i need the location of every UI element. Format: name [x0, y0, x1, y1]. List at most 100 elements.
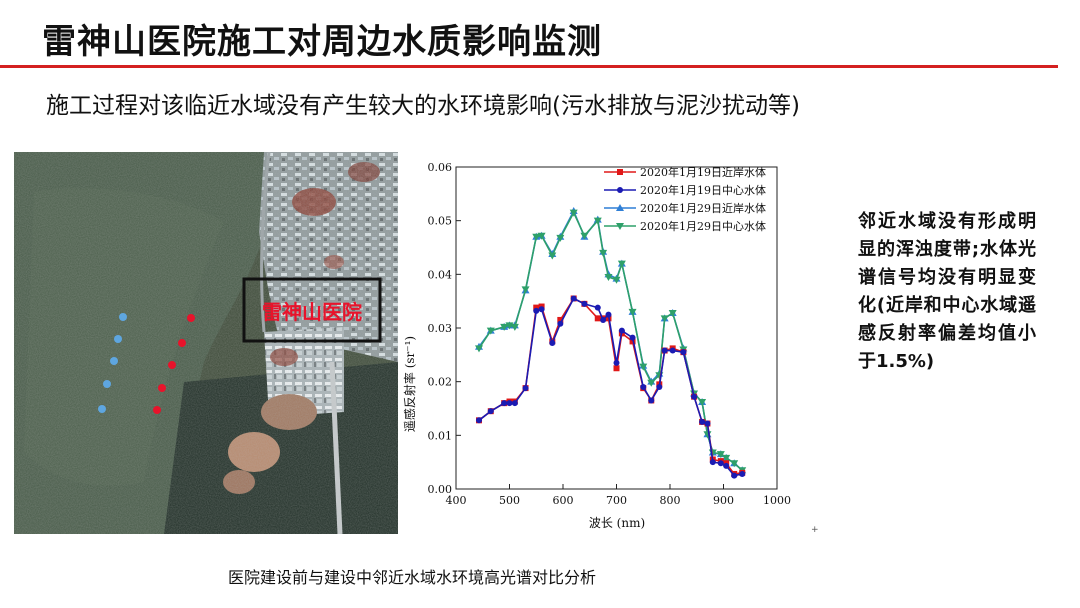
legend-label: 2020年1月29日中心水体 — [640, 219, 766, 233]
data-point — [556, 234, 565, 242]
series-4 — [475, 209, 747, 475]
y-tick-label: 0.06 — [428, 161, 453, 174]
legend-label: 2020年1月29日近岸水体 — [640, 201, 766, 215]
x-tick-label: 800 — [660, 494, 681, 507]
title-underline — [0, 65, 1058, 68]
data-point — [510, 323, 519, 331]
data-point — [593, 217, 602, 225]
legend-marker — [617, 169, 623, 175]
data-point — [569, 209, 578, 217]
x-tick-label: 700 — [606, 494, 627, 507]
y-tick-label: 0.04 — [428, 268, 453, 281]
data-point — [605, 311, 612, 318]
figure-caption: 医院建设前与建设中邻近水域水环境高光谱对比分析 — [228, 568, 597, 587]
legend-marker — [616, 223, 624, 230]
small-plus-mark: + — [811, 525, 819, 535]
y-axis-label: 遥感反射率 (sr⁻¹) — [402, 336, 417, 432]
data-point — [709, 459, 716, 466]
data-point — [618, 327, 625, 334]
series-line — [478, 297, 743, 477]
x-axis-label: 波长 (nm) — [589, 516, 645, 530]
data-point — [533, 307, 540, 314]
legend-entry: 2020年1月29日近岸水体 — [604, 201, 766, 215]
reflectance-chart: 400 500 600 700 800 900 1000 0.00 0.01 0.02 0.03 0.… — [400, 150, 800, 544]
nearshore-sampling-points — [153, 314, 195, 414]
data-point — [722, 454, 731, 462]
series-2 — [476, 295, 746, 479]
data-point — [476, 417, 483, 424]
data-point — [704, 420, 711, 427]
data-point — [511, 400, 518, 407]
data-point — [557, 316, 564, 323]
data-point — [660, 315, 669, 323]
legend-entry: 2020年1月19日中心水体 — [604, 183, 766, 197]
data-point — [639, 363, 648, 371]
y-tick-label: 0.00 — [428, 483, 453, 496]
data-point — [500, 323, 509, 331]
data-point — [594, 315, 601, 322]
data-point — [691, 393, 698, 400]
data-point — [698, 399, 707, 407]
data-point — [522, 385, 529, 392]
data-point — [581, 300, 588, 307]
x-tick-label: 1000 — [763, 494, 791, 507]
data-point — [613, 365, 620, 372]
data-point — [557, 320, 564, 327]
data-point — [532, 233, 541, 241]
data-point — [487, 408, 494, 415]
x-tick-label: 600 — [553, 494, 574, 507]
data-point — [739, 470, 746, 477]
center-water-sampling-points — [98, 313, 127, 413]
data-point — [580, 232, 589, 240]
data-point — [594, 304, 601, 311]
data-point — [628, 308, 637, 316]
legend-marker — [616, 204, 624, 211]
data-point — [537, 232, 546, 240]
legend-label: 2020年1月19日中心水体 — [640, 183, 766, 197]
data-point — [656, 384, 663, 391]
data-point — [730, 460, 739, 468]
data-point — [506, 400, 513, 407]
legend-label: 2020年1月19日近岸水体 — [640, 165, 766, 179]
data-point — [731, 472, 738, 479]
series-line — [478, 209, 743, 471]
y-tick-label: 0.01 — [428, 429, 453, 442]
data-point — [661, 347, 668, 354]
hospital-location-box — [242, 277, 382, 343]
data-point — [647, 379, 656, 387]
data-point — [668, 309, 677, 317]
data-point — [640, 384, 647, 391]
data-point — [501, 400, 508, 407]
data-point — [629, 334, 636, 341]
data-point — [548, 252, 557, 260]
data-point — [669, 347, 676, 354]
data-point — [486, 327, 495, 335]
data-point — [648, 397, 655, 404]
data-point — [521, 286, 530, 294]
data-point — [599, 249, 608, 257]
data-point — [475, 345, 484, 353]
data-point — [613, 359, 620, 366]
x-tick-label: 400 — [446, 494, 467, 507]
series-line — [478, 210, 743, 471]
data-point — [533, 304, 540, 311]
data-point — [717, 460, 724, 467]
legend-entry: 2020年1月29日中心水体 — [604, 219, 766, 233]
data-point — [570, 295, 577, 302]
legend-marker — [617, 187, 623, 193]
data-point — [538, 306, 545, 313]
slide-subtitle: 施工过程对该临近水域没有产生较大的水环境影响(污水排放与泥沙扰动等) — [46, 93, 800, 119]
data-point — [680, 349, 687, 356]
side-note: 邻近水域没有形成明显的浑浊度带;水体光谱信号均没有明显变化(近岸和中心水域遥感反… — [858, 211, 1036, 372]
data-point — [600, 316, 607, 323]
data-point — [612, 276, 621, 284]
hospital-label: 雷神山医院 — [262, 300, 362, 324]
data-point — [549, 340, 556, 347]
y-tick-label: 0.02 — [428, 376, 453, 389]
y-tick-label: 0.05 — [428, 215, 453, 228]
data-point — [716, 451, 725, 459]
data-point — [604, 274, 613, 282]
y-tick-label: 0.03 — [428, 322, 453, 335]
data-point — [723, 462, 730, 469]
slide-title: 雷神山医院施工对周边水质影响监测 — [42, 22, 602, 62]
